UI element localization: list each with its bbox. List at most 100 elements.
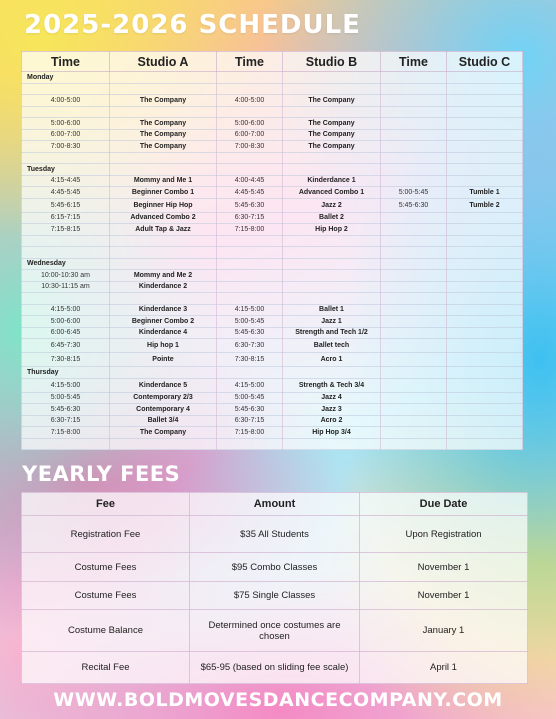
- studio-a-class: The Company: [109, 94, 217, 107]
- time-b-cell: [216, 269, 283, 282]
- empty-cell: [380, 438, 447, 450]
- empty-cell: [216, 258, 283, 270]
- day-label: Thursday: [21, 366, 110, 379]
- fee-row: Costume Balance Determined once costumes …: [21, 609, 528, 652]
- col-header-studio-c: Studio C: [446, 51, 523, 72]
- time-c-cell: [380, 352, 447, 367]
- empty-cell: [446, 258, 523, 270]
- fee-row: Recital Fee $65-95 (based on sliding fee …: [21, 651, 528, 684]
- time-c-cell: [380, 327, 447, 339]
- class-row: 4:15-5:00 Kinderdance 5 4:15-5:00 Strength …: [21, 378, 523, 393]
- studio-a-class: Adult Tap & Jazz: [109, 223, 217, 236]
- class-row: 5:45-6:30 Contemporary 4 5:45-6:30 Jazz 3: [21, 403, 523, 416]
- studio-b-class: Jazz 1: [282, 315, 381, 328]
- empty-cell: [380, 246, 447, 259]
- empty-cell: [380, 71, 447, 84]
- studio-a-class: Hip hop 1: [109, 338, 217, 353]
- empty-cell: [109, 246, 217, 259]
- time-b-cell: 6:30-7:30: [216, 338, 283, 353]
- empty-cell: [21, 83, 110, 95]
- time-b-cell: 5:45-6:30: [216, 403, 283, 416]
- empty-cell: [216, 106, 283, 118]
- empty-cell: [109, 292, 217, 305]
- time-c-cell: 5:45-6:30: [380, 198, 447, 213]
- time-c-cell: [380, 392, 447, 404]
- time-b-cell: 7:15-8:00: [216, 426, 283, 439]
- class-row: 4:15-4:45 Mommy and Me 1 4:00-4:45 Kinderda…: [21, 175, 523, 187]
- fee-due-date-cell: April 1: [359, 651, 528, 684]
- time-b-cell: 6:30-7:15: [216, 415, 283, 427]
- empty-cell: [109, 235, 217, 247]
- studio-a-class: Kinderdance 4: [109, 327, 217, 339]
- empty-cell: [109, 71, 217, 84]
- time-c-cell: [380, 212, 447, 224]
- time-c-cell: [380, 415, 447, 427]
- col-header-time-b: Time: [216, 51, 283, 72]
- studio-b-class: Ballet tech: [282, 338, 381, 353]
- time-a-cell: 10:00-10:30 am: [21, 269, 110, 282]
- studio-a-class: Pointe: [109, 352, 217, 367]
- studio-c-class: [446, 223, 523, 236]
- class-row: 4:45-5:45 Beginner Combo 1 4:45-5:45 Advanc…: [21, 186, 523, 199]
- fee-amount-cell: Determined once costumes are chosen: [189, 609, 360, 652]
- class-row: 6:15-7:15 Advanced Combo 2 6:30-7:15 Ballet…: [21, 212, 523, 224]
- class-row: 6:45-7:30 Hip hop 1 6:30-7:30 Ballet tech: [21, 338, 523, 353]
- time-c-cell: [380, 175, 447, 187]
- time-a-cell: 7:15-8:15: [21, 223, 110, 236]
- time-b-cell: 4:15-5:00: [216, 378, 283, 393]
- fee-amount-cell: $95 Combo Classes: [189, 552, 360, 582]
- col-header-time-a: Time: [21, 51, 110, 72]
- col-header-studio-b: Studio B: [282, 51, 381, 72]
- time-c-cell: [380, 378, 447, 393]
- studio-c-class: [446, 175, 523, 187]
- fee-name-cell: Costume Fees: [21, 581, 190, 610]
- empty-cell: [446, 152, 523, 164]
- time-b-cell: [216, 281, 283, 293]
- time-b-cell: 4:00-4:45: [216, 175, 283, 187]
- empty-cell: [282, 258, 381, 270]
- studio-b-class: Acro 1: [282, 352, 381, 367]
- time-a-cell: 4:15-4:45: [21, 175, 110, 187]
- time-c-cell: [380, 223, 447, 236]
- studio-b-class: Ballet 1: [282, 304, 381, 316]
- studio-c-class: [446, 281, 523, 293]
- studio-b-class: Jazz 3: [282, 403, 381, 416]
- page-title: 2025-2026 SCHEDULE: [24, 10, 361, 40]
- empty-cell: [446, 246, 523, 259]
- class-row: 6:00-7:00 The Company 6:00-7:00 The Company: [21, 129, 523, 141]
- empty-cell: [109, 366, 217, 379]
- studio-c-class: Tumble 1: [446, 186, 523, 199]
- spacer-row: [21, 438, 523, 450]
- time-c-cell: [380, 403, 447, 416]
- time-a-cell: 5:45-6:15: [21, 198, 110, 213]
- studio-c-class: [446, 352, 523, 367]
- studio-b-class: Ballet 2: [282, 212, 381, 224]
- studio-b-class: Strength and Tech 1/2: [282, 327, 381, 339]
- studio-a-class: Ballet 3/4: [109, 415, 217, 427]
- empty-cell: [446, 163, 523, 176]
- class-row: 6:30-7:15 Ballet 3/4 6:30-7:15 Acro 2: [21, 415, 523, 427]
- time-b-cell: 7:15-8:00: [216, 223, 283, 236]
- studio-c-class: [446, 338, 523, 353]
- studio-a-class: Contemporary 4: [109, 403, 217, 416]
- empty-cell: [282, 152, 381, 164]
- fee-due-date-cell: November 1: [359, 552, 528, 582]
- spacer-row: [21, 152, 523, 164]
- empty-cell: [216, 163, 283, 176]
- schedule-header-row: Time Studio A Time Studio B Time Studio …: [21, 51, 523, 72]
- empty-cell: [21, 438, 110, 450]
- studio-c-class: [446, 212, 523, 224]
- studio-b-class: Jazz 4: [282, 392, 381, 404]
- empty-cell: [446, 235, 523, 247]
- studio-c-class: [446, 304, 523, 316]
- class-row: 5:00-5:45 Contemporary 2/3 5:00-5:45 Jazz 4: [21, 392, 523, 404]
- class-row: 6:00-6:45 Kinderdance 4 5:45-6:30 Strength …: [21, 327, 523, 339]
- time-b-cell: 4:45-5:45: [216, 186, 283, 199]
- empty-cell: [216, 366, 283, 379]
- time-a-cell: 7:00-8:30: [21, 140, 110, 153]
- time-c-cell: [380, 426, 447, 439]
- empty-cell: [446, 83, 523, 95]
- studio-c-class: [446, 327, 523, 339]
- spacer-row: [21, 235, 523, 247]
- time-b-cell: 5:00-5:45: [216, 315, 283, 328]
